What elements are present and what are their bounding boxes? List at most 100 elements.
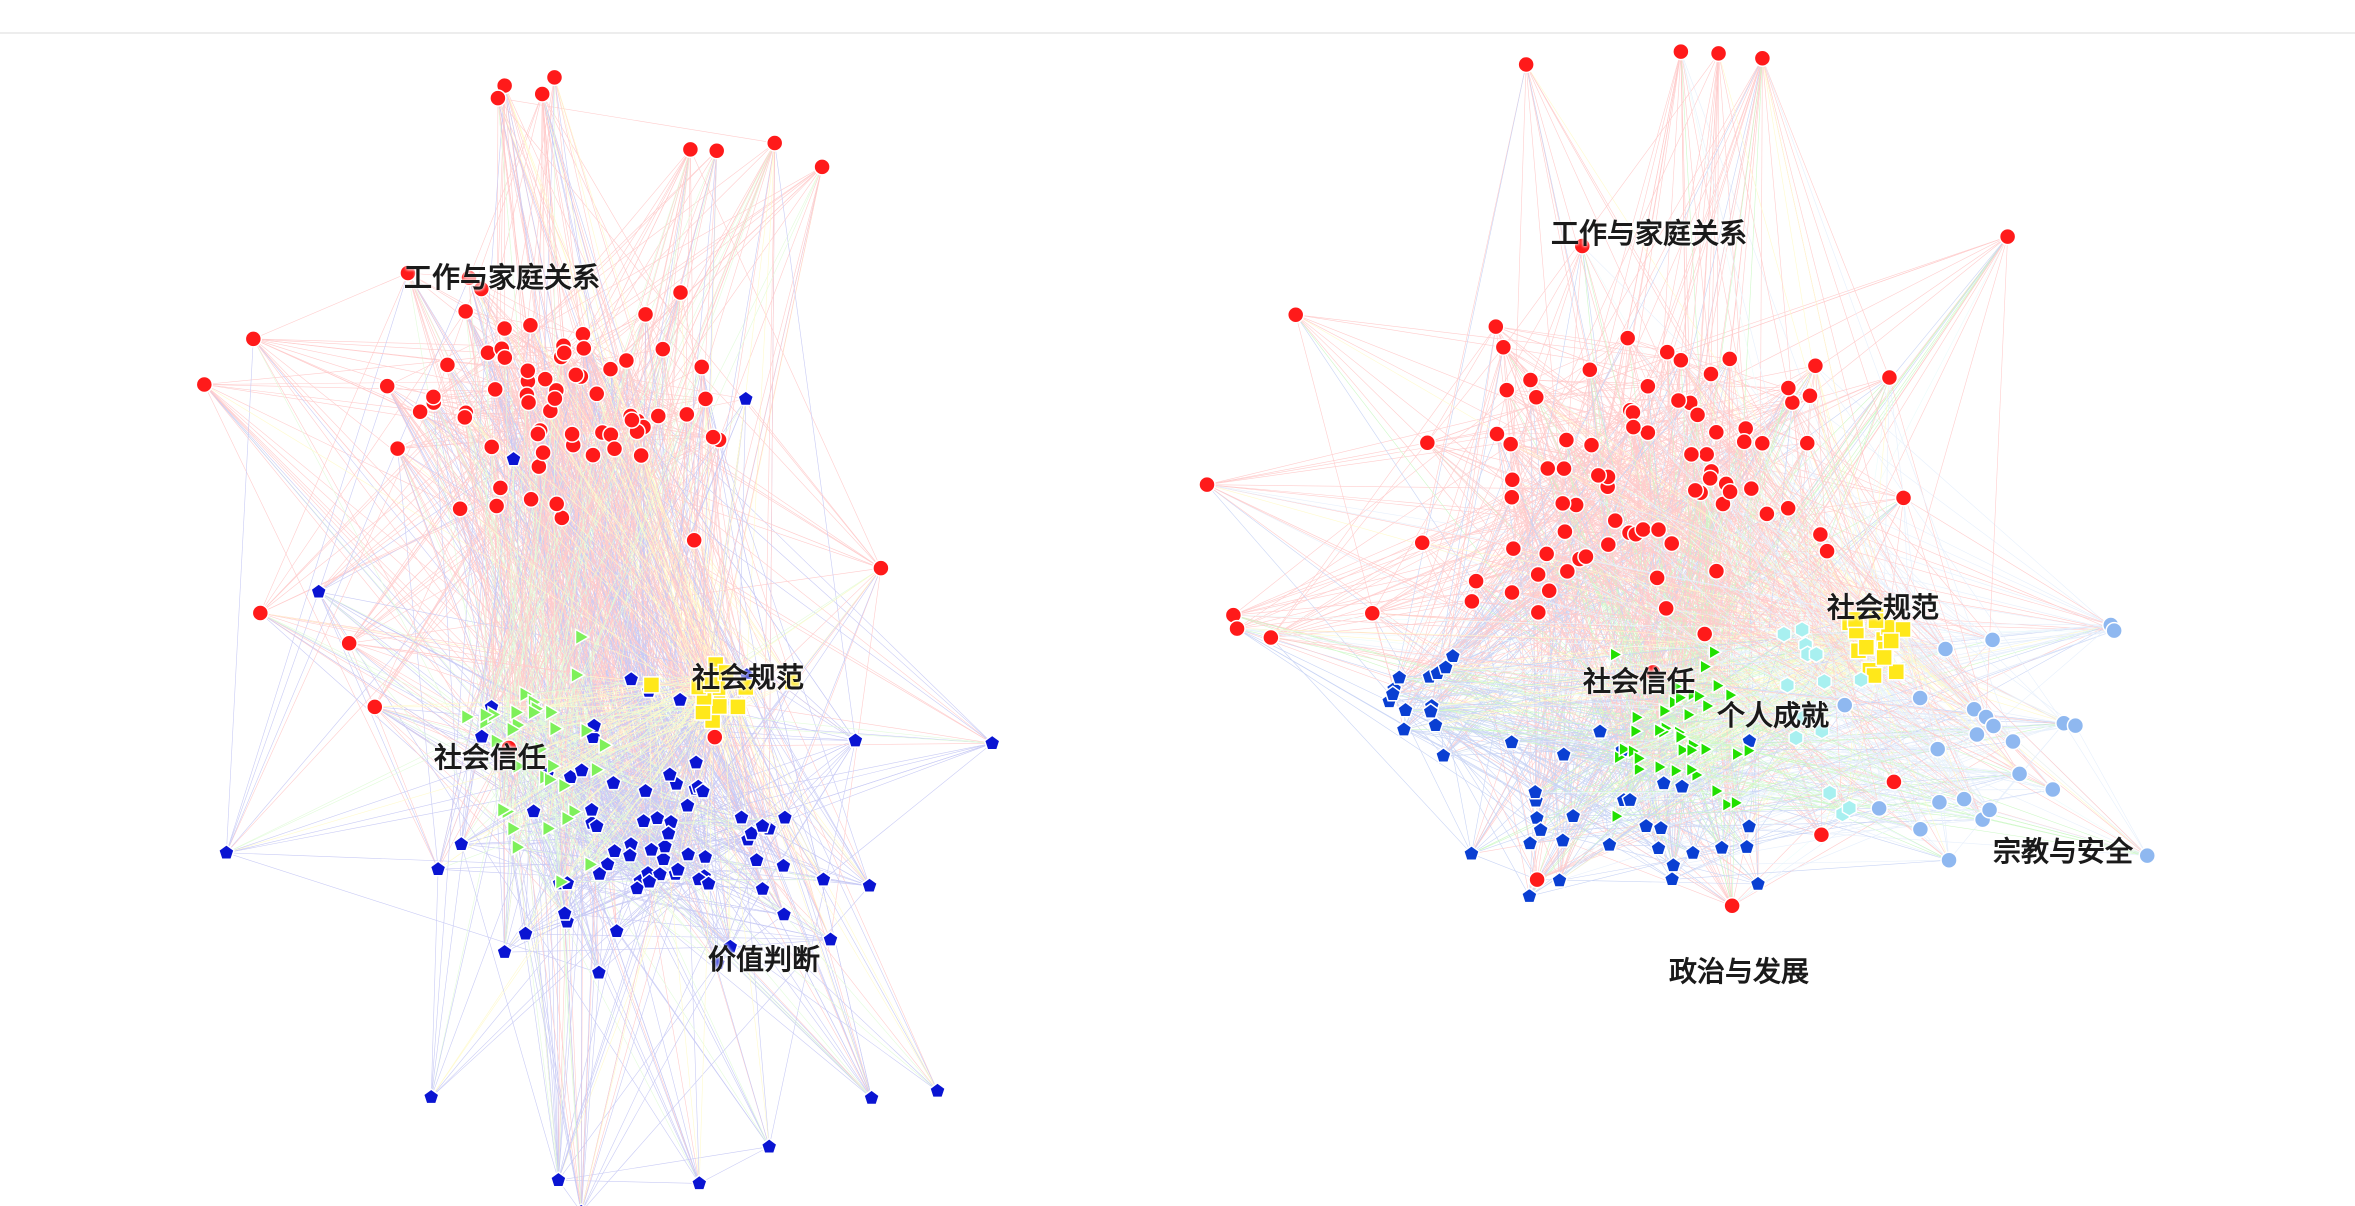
node-social-trust <box>496 800 513 819</box>
network-panel-left: 工作与家庭关系 价值判断 社会信任 社会规范 <box>0 0 1177 1206</box>
cluster-label-work-family: 工作与家庭关系 <box>404 261 601 294</box>
node-work-family <box>704 428 722 446</box>
node-work-family <box>1558 562 1577 581</box>
node-value-judgment <box>737 390 755 407</box>
node-work-family <box>706 728 724 746</box>
node-social-trust <box>506 720 522 739</box>
node-work-family <box>1504 539 1523 558</box>
node-work-family <box>1721 482 1739 501</box>
node-politics-dev <box>1655 774 1673 791</box>
node-work-family <box>678 405 696 424</box>
node-work-family <box>1753 49 1772 68</box>
node-value-judgment <box>733 808 750 825</box>
node-value-judgment <box>588 817 606 834</box>
node-politics-dev <box>1434 746 1452 764</box>
node-value-judgment <box>505 450 522 467</box>
node-value-judgment <box>660 824 677 841</box>
node-value-judgment <box>721 937 739 955</box>
edges <box>204 77 993 1206</box>
node-politics-dev <box>1462 844 1480 862</box>
node-work-family <box>685 531 703 550</box>
node-politics-dev <box>1650 839 1667 856</box>
node-work-family <box>534 443 552 462</box>
node-work-family <box>1753 434 1772 453</box>
node-work-family <box>813 158 831 176</box>
node-value-judgment <box>573 761 591 778</box>
node-personal-achievement <box>1808 645 1824 664</box>
node-social-trust <box>460 707 477 726</box>
node-work-family <box>575 339 593 358</box>
node-social-trust <box>1683 706 1698 723</box>
node-politics-dev <box>1397 701 1414 718</box>
node-social-norms <box>710 697 729 716</box>
nodes <box>195 68 1001 1206</box>
node-value-judgment <box>709 954 727 971</box>
node-work-family <box>1672 42 1690 61</box>
node-work-family <box>1779 499 1797 518</box>
node-work-family <box>623 411 641 429</box>
node-politics-dev <box>1621 791 1639 808</box>
node-social-norms <box>642 676 661 694</box>
node-value-judgment <box>774 856 792 874</box>
node-religion-security <box>1980 801 1999 819</box>
node-value-judgment <box>863 1089 881 1106</box>
node-work-family <box>563 425 581 443</box>
node-politics-dev <box>1520 887 1538 904</box>
node-social-norms <box>694 703 712 721</box>
node-work-family <box>244 330 263 348</box>
node-social-trust <box>1710 782 1726 800</box>
node-social-trust <box>546 757 563 776</box>
node-religion-security <box>1968 725 1986 744</box>
node-social-trust <box>1699 658 1714 675</box>
node-politics-dev <box>1600 835 1618 853</box>
node-work-family <box>1742 479 1761 498</box>
node-social-trust <box>1721 796 1736 814</box>
node-value-judgment <box>861 876 879 894</box>
node-work-family <box>451 500 469 518</box>
node-social-trust <box>1609 646 1624 663</box>
node-personal-achievement <box>1794 620 1810 639</box>
node-politics-dev <box>1740 817 1758 834</box>
node-religion-security <box>2044 780 2062 799</box>
node-work-family <box>584 446 602 464</box>
node-social-trust <box>1724 686 1740 704</box>
node-social-trust <box>1633 750 1648 767</box>
node-value-judgment <box>748 851 766 868</box>
node-work-family <box>1720 350 1739 368</box>
node-work-family <box>472 280 491 298</box>
node-work-family <box>1806 357 1825 375</box>
node-value-judgment <box>696 848 714 865</box>
node-work-family <box>1657 599 1675 618</box>
node-religion-security <box>1983 631 2002 649</box>
node-politics-dev <box>1551 871 1568 888</box>
node-social-trust <box>1611 808 1626 825</box>
node-work-family <box>1880 368 1899 387</box>
node-social-norms <box>729 698 747 716</box>
node-work-family <box>1262 628 1280 647</box>
node-work-family <box>1624 403 1642 422</box>
cluster-label-value-judgment: 价值判断 <box>708 943 821 976</box>
node-social-trust <box>574 628 591 647</box>
node-social-trust <box>541 819 558 838</box>
node-social-trust <box>598 736 615 755</box>
node-work-family <box>529 425 547 443</box>
node-work-family <box>521 316 540 334</box>
node-religion-security <box>1936 640 1955 658</box>
node-work-family <box>1697 445 1716 464</box>
node-work-family <box>1606 511 1624 530</box>
node-value-judgment <box>622 670 640 687</box>
node-work-family <box>378 377 396 395</box>
node-social-trust <box>1693 688 1708 705</box>
node-social-trust <box>1730 794 1745 812</box>
node-politics-dev <box>1713 838 1731 856</box>
node-value-judgment <box>929 1081 947 1099</box>
node-religion-security <box>1911 820 1930 839</box>
node-value-judgment <box>671 691 689 708</box>
node-value-judgment <box>822 930 839 947</box>
node-religion-security <box>1940 851 1958 869</box>
node-social-trust <box>1701 697 1716 715</box>
node-work-family <box>1581 361 1599 379</box>
node-work-family <box>1779 379 1798 397</box>
node-work-family <box>195 375 214 394</box>
node-work-family <box>1503 488 1521 507</box>
